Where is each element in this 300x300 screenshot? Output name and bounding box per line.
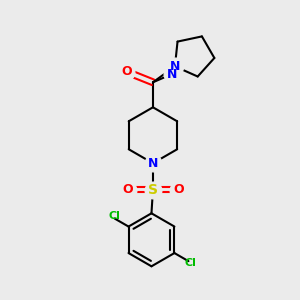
Text: O: O <box>173 183 184 196</box>
Text: S: S <box>148 183 158 197</box>
Text: Cl: Cl <box>185 258 197 268</box>
Text: N: N <box>148 157 158 170</box>
Text: Cl: Cl <box>109 211 120 221</box>
Text: N: N <box>170 60 180 73</box>
Text: N: N <box>167 68 177 80</box>
Text: O: O <box>121 65 132 79</box>
Text: O: O <box>122 183 133 196</box>
